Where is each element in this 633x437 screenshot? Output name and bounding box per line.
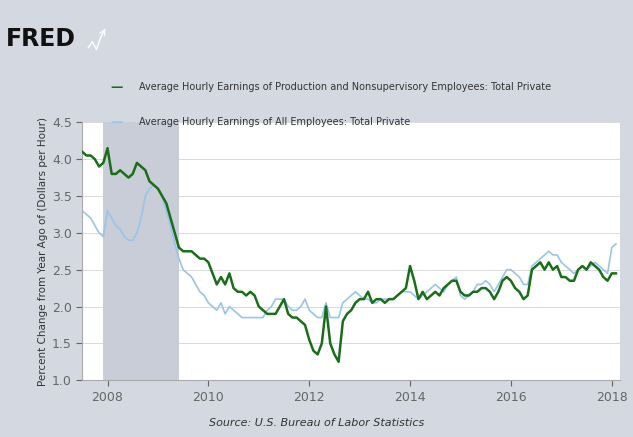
Bar [103,122,179,380]
Text: Average Hourly Earnings of Production and Nonsupervisory Employees: Total Privat: Average Hourly Earnings of Production an… [139,83,551,92]
Text: —: — [111,116,123,129]
Text: —: — [111,81,123,94]
Text: Average Hourly Earnings of All Employees: Total Private: Average Hourly Earnings of All Employees… [139,118,411,127]
Text: Source: U.S. Bureau of Labor Statistics: Source: U.S. Bureau of Labor Statistics [209,418,424,428]
Text: FRED: FRED [6,28,77,51]
Y-axis label: Percent Change from Year Ago of (Dollars per Hour): Percent Change from Year Ago of (Dollars… [38,117,48,386]
